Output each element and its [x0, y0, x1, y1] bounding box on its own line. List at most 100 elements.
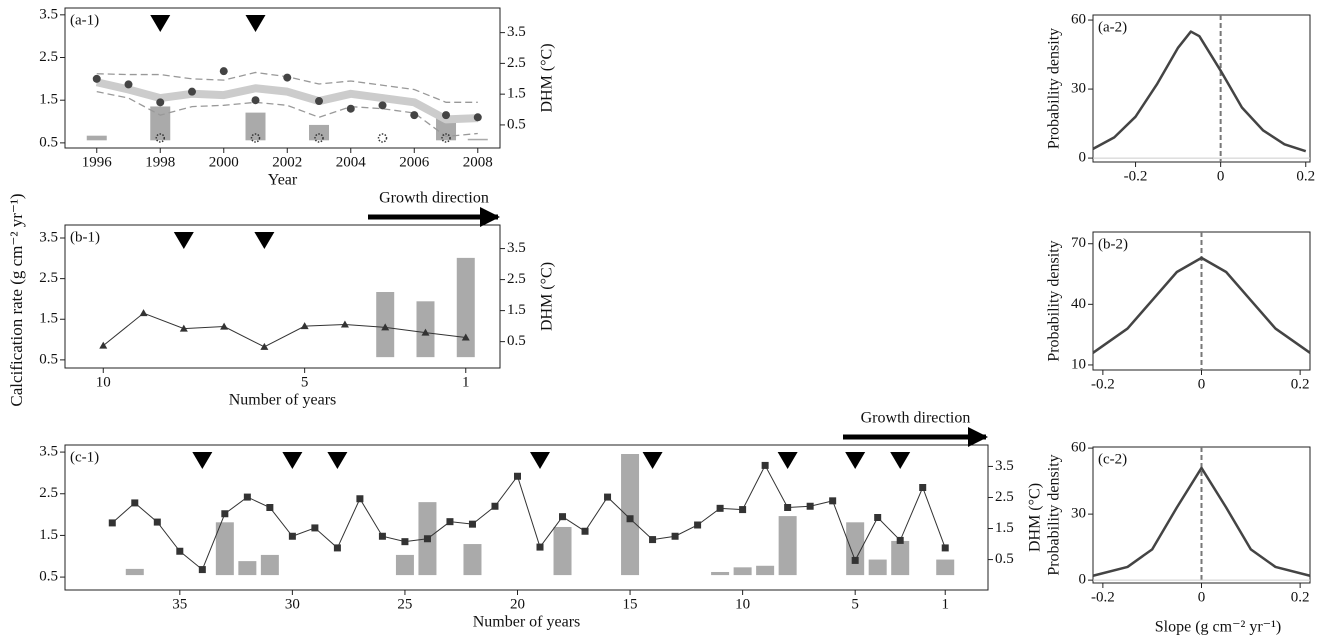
rate-point	[874, 514, 882, 521]
x-tick-label: 0	[1217, 168, 1225, 184]
x-tick-label: 0.2	[1291, 376, 1310, 392]
y2-tick-label: 1.5	[995, 520, 1014, 536]
x-tick-label: 1	[462, 374, 470, 390]
rate-point	[251, 96, 260, 105]
dhm-bar	[733, 567, 752, 576]
event-triangle	[777, 452, 798, 469]
plot-frame	[64, 444, 989, 591]
x-tick-label: 2000	[209, 154, 239, 170]
x-axis-label: Year	[268, 172, 298, 189]
rate-point	[536, 543, 544, 551]
x-tick-label: 2002	[272, 154, 302, 170]
dhm-bar	[456, 257, 475, 358]
panel-label: (c-2)	[1098, 451, 1127, 467]
y-tick-label: 1.5	[39, 527, 58, 543]
plot-frame	[64, 224, 501, 369]
x-axis-label: Number of years	[229, 392, 337, 409]
event-triangle	[173, 232, 194, 249]
rate-point	[649, 536, 657, 544]
panel-label: (c-1)	[70, 449, 99, 465]
dhm-bar	[553, 526, 572, 576]
rate-point	[333, 544, 341, 552]
x-tick-label: 5	[301, 374, 309, 390]
rate-point	[221, 510, 229, 518]
rate-point	[806, 502, 814, 510]
dhm-bar	[125, 568, 144, 576]
rate-point	[378, 101, 387, 110]
rate-point	[153, 518, 161, 526]
rate-point	[626, 515, 634, 523]
y2-tick-label: 0.5	[507, 116, 526, 132]
event-triangle	[150, 15, 171, 32]
rate-point	[716, 504, 724, 512]
y-tick-label: 1.5	[39, 311, 58, 327]
x-axis-label: Number of years	[473, 614, 581, 631]
x-tick-label: -0.2	[1091, 376, 1115, 392]
dhm-bar	[891, 540, 910, 576]
y-tick-label: 40	[1071, 296, 1086, 312]
annotation: Growth direction	[379, 190, 489, 207]
x-tick-label: 0.2	[1296, 168, 1315, 184]
x-tick-label: 1	[941, 596, 949, 612]
rate-point	[198, 566, 206, 574]
y2-tick-label: 0.5	[507, 333, 526, 349]
density-curve	[1092, 466, 1311, 577]
dhm-bar	[463, 544, 482, 576]
rate-point	[311, 524, 319, 532]
event-symbol	[314, 133, 324, 143]
dhm-bar	[86, 135, 107, 141]
event-symbol	[441, 133, 451, 143]
rate-point	[188, 87, 197, 96]
x-axis-label: Slope (g cm⁻² yr⁻¹)	[1155, 619, 1281, 636]
panel-label: (a-2)	[1098, 19, 1127, 35]
y-tick-label: 70	[1071, 235, 1086, 251]
rate-point	[941, 544, 949, 552]
dhm-bar	[467, 138, 488, 141]
dhm-bar	[245, 112, 266, 141]
y2-axis-label: DHM (°C)	[539, 43, 556, 112]
rate-point	[442, 111, 451, 120]
x-tick-label: 1996	[82, 154, 113, 170]
y-tick-label: 3.5	[39, 6, 58, 22]
event-triangle	[642, 452, 663, 469]
trend-line	[95, 78, 478, 124]
event-triangle	[530, 452, 551, 469]
dhm-bar	[846, 522, 865, 576]
x-tick-label: 25	[397, 596, 412, 612]
x-tick-label: 0	[1198, 376, 1206, 392]
rate-point	[739, 506, 747, 514]
x-tick-label: 15	[623, 596, 638, 612]
event-symbol	[250, 133, 261, 143]
x-tick-label: 2008	[463, 154, 493, 170]
rate-point	[446, 518, 454, 526]
rate-point	[315, 97, 324, 106]
x-tick-label: 5	[851, 596, 859, 612]
y-tick-label: 2.5	[39, 49, 58, 65]
rate-point	[919, 484, 927, 491]
rate-point	[461, 333, 470, 341]
rate-point	[179, 324, 188, 332]
y-tick-label: 2.5	[39, 270, 58, 286]
y-tick-label: 0.5	[39, 351, 58, 367]
y2-tick-label: 2.5	[507, 271, 526, 287]
rate-point	[468, 520, 476, 528]
y-tick-label: 10	[1071, 356, 1086, 372]
x-tick-label: 10	[96, 374, 111, 390]
x-tick-label: 0.2	[1291, 589, 1310, 605]
panel-label: (b-2)	[1098, 236, 1128, 252]
density-curve	[1092, 30, 1307, 153]
rate-point	[356, 495, 364, 503]
y-tick-label: 60	[1071, 11, 1086, 27]
dhm-bar	[778, 516, 797, 576]
y2-tick-label: 1.5	[507, 86, 526, 102]
x-tick-label: 2006	[399, 154, 430, 170]
y-tick-label: 30	[1071, 506, 1086, 522]
x-tick-label: 30	[285, 596, 300, 612]
rate-point	[423, 535, 431, 543]
y-axis-label: Probability density	[1046, 28, 1063, 149]
y-tick-label: 60	[1071, 440, 1086, 456]
rate-point	[139, 309, 148, 317]
event-triangle	[245, 15, 266, 32]
